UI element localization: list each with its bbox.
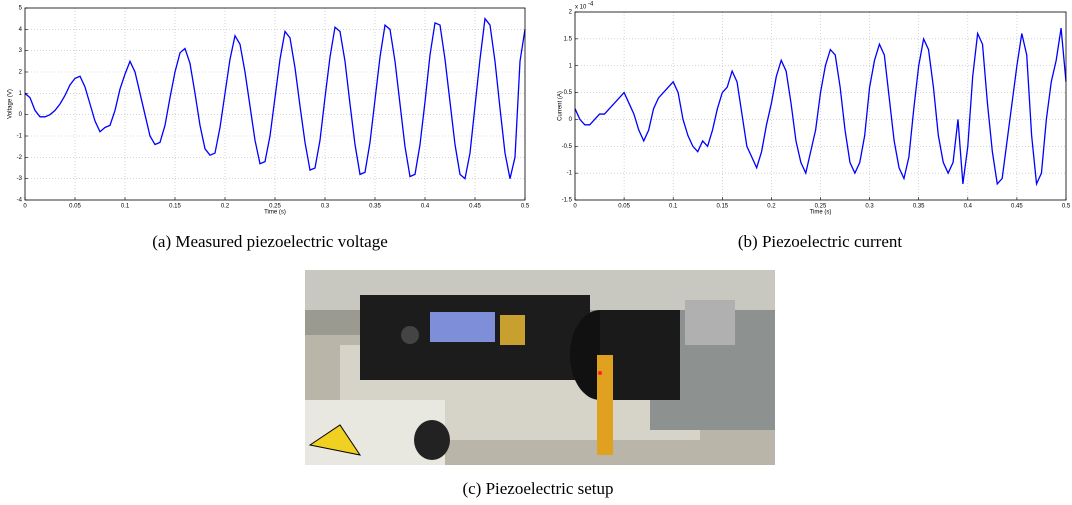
x-tick-label: 0.4	[964, 204, 973, 210]
y-tick-label: -1	[17, 134, 23, 140]
y-tick-label: -2	[17, 155, 23, 161]
y-tick-label: 2	[569, 10, 573, 16]
x-tick-label: 0.25	[815, 204, 827, 210]
y-tick-label: 2	[19, 70, 23, 76]
x-tick-label: 0.05	[618, 204, 630, 210]
x-tick-label: 0.2	[221, 204, 230, 210]
x-tick-label: 0	[573, 204, 577, 210]
y-multiplier-exponent: -4	[588, 2, 594, 8]
caption: (c) Piezoelectric setup	[462, 479, 613, 498]
x-tick-label: 0.3	[865, 204, 874, 210]
x-tick-label: 0.35	[369, 204, 381, 210]
x-tick-label: 0	[23, 204, 27, 210]
caption: (b) Piezoelectric current	[738, 232, 903, 251]
y-tick-label: 3	[19, 48, 23, 54]
x-tick-label: 0.1	[121, 204, 130, 210]
x-tick-label: 0.3	[321, 204, 330, 210]
y-tick-label: 0	[19, 112, 23, 118]
y-tick-label: -1	[567, 171, 573, 177]
y-axis-label: Current (A)	[558, 91, 564, 121]
y-tick-label: 4	[19, 27, 23, 33]
data-line	[574, 28, 1067, 187]
x-tick-label: 0.4	[421, 204, 430, 210]
x-axis-label: Time (s)	[810, 210, 832, 216]
y-tick-label: -0.5	[562, 144, 573, 150]
data-line	[24, 17, 526, 180]
y-tick-label: 0	[569, 117, 573, 123]
y-axis-label: Voltage (V)	[8, 89, 14, 119]
chart: 0 0.05 0.1 0.15 0.2 0.25 0.3 0.35 0.4 0.45 0.5 -4 -3…	[8, 6, 530, 251]
x-tick-label: 0.5	[521, 204, 530, 210]
plot-frame	[574, 11, 1067, 201]
chart: 0 0.05 0.1 0.15 0.2 0.25 0.3 0.35 0.4 0.45 0.5 -1.5…	[558, 2, 1071, 251]
x-axis-label: Time (s)	[264, 210, 286, 216]
x-tick-label: 0.45	[469, 204, 481, 210]
y-tick-label: 5	[19, 6, 23, 12]
plot-frame	[24, 7, 526, 201]
photo	[305, 270, 775, 465]
x-tick-label: 0.5	[1062, 204, 1071, 210]
y-tick-label: 1	[19, 91, 23, 97]
x-tick-label: 0.05	[69, 204, 81, 210]
x-tick-label: 0.25	[269, 204, 281, 210]
y-tick-label: -4	[17, 198, 23, 204]
y-tick-label: -3	[17, 176, 23, 182]
x-tick-label: 0.1	[669, 204, 678, 210]
x-tick-label: 0.15	[716, 204, 728, 210]
x-tick-label: 0.15	[169, 204, 181, 210]
y-tick-label: 0.5	[564, 90, 573, 96]
x-tick-label: 0.35	[913, 204, 925, 210]
x-tick-label: 0.2	[767, 204, 776, 210]
y-multiplier: x 10	[575, 5, 587, 11]
y-tick-label: -1.5	[562, 198, 573, 204]
y-tick-label: 1	[569, 63, 573, 69]
y-tick-label: 1.5	[564, 36, 573, 42]
caption: (a) Measured piezoelectric voltage	[152, 232, 388, 251]
x-tick-label: 0.45	[1011, 204, 1023, 210]
